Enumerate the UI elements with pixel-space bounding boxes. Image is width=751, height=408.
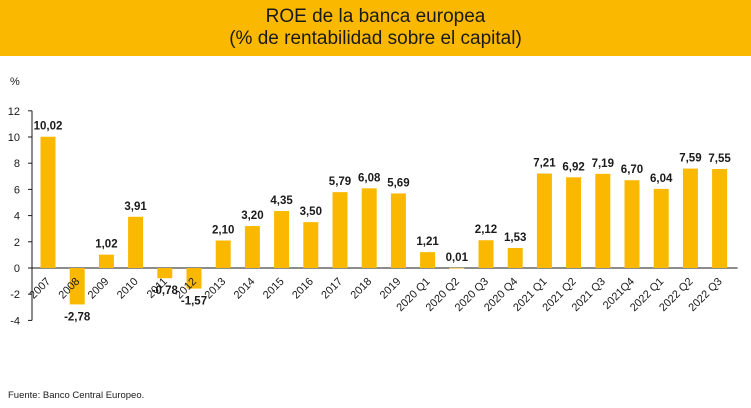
bar [507,247,523,268]
data-label: 4,35 [270,195,293,207]
chart-title: ROE de la banca europea [265,6,486,27]
data-label: 10,02 [34,121,63,133]
y-tick-label: -4 [10,315,20,327]
bar [244,226,260,268]
data-label: 6,92 [562,161,584,173]
bar [566,177,582,268]
data-label: 2,10 [212,224,234,236]
x-tick-label: 2007 [27,276,53,302]
bar [449,267,465,269]
x-tick-label: 2010 [115,276,141,302]
bar [478,240,494,268]
y-tick-label: 12 [8,106,20,118]
data-label: 3,20 [241,210,263,222]
data-label: 1,53 [504,232,526,244]
bar [40,136,56,268]
x-tick-label: 2017 [319,276,345,302]
bar [361,188,377,268]
bar [157,268,173,279]
title-banner: ROE de la banca europea (% de rentabilid… [0,0,751,56]
data-label: 3,50 [300,206,322,218]
bar [390,193,406,268]
x-tick-label: 2015 [261,276,287,302]
x-tick-label: 2009 [86,276,112,302]
x-tick-label: 2014 [232,276,258,302]
data-label: 7,21 [533,158,556,170]
bar [274,211,290,268]
data-label: -1,57 [181,296,207,308]
y-axis-unit-label: % [10,76,20,88]
y-tick-label: 6 [14,184,20,196]
data-label: 5,69 [387,177,409,189]
data-label: 2,12 [475,224,497,236]
x-tick-label: 2019 [378,276,404,302]
bar [682,168,698,268]
data-label: 6,70 [621,164,643,176]
data-label: 7,19 [592,158,614,170]
data-label: 7,59 [679,153,701,165]
data-label: 0,01 [446,252,469,264]
y-tick-label: 10 [8,132,20,144]
x-tick-label: 2016 [290,276,316,302]
y-tick-label: 2 [14,237,20,249]
bar [215,240,231,268]
y-tick-label: 8 [14,158,20,170]
y-tick-label: 0 [14,263,20,275]
data-label: -2,78 [64,311,91,323]
x-tick-label: 2018 [349,276,375,302]
roe-bar-chart: 121086420-2-410,022007-2,7820081,0220093… [8,106,738,327]
x-tick-label: 2013 [203,276,229,302]
bar [332,192,348,268]
bar [303,222,319,268]
data-label: -0,78 [152,285,179,297]
data-label: 1,02 [95,239,117,251]
bar [186,268,202,289]
bar [712,169,728,268]
data-label: 6,04 [650,173,673,185]
bar [420,252,436,268]
data-label: 6,08 [358,172,381,184]
y-tick-label: 4 [14,211,20,223]
source-note: Fuente: Banco Central Europeo. [8,390,145,401]
data-label: 5,79 [329,176,351,188]
bar [98,254,114,268]
bar [595,173,611,268]
bar [128,216,144,268]
data-label: 7,55 [708,153,731,165]
data-label: 1,21 [416,236,439,248]
bar [653,188,669,268]
data-label: 3,91 [124,201,147,213]
y-tick-label: -2 [10,289,20,301]
bar [69,268,85,305]
chart-subtitle: (% de rentabilidad sobre el capital) [229,28,522,49]
bar [624,180,640,268]
bar [536,173,552,268]
